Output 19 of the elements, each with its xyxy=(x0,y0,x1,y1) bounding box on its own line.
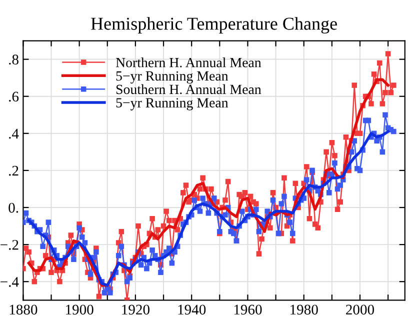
x-tick-label: 1880 xyxy=(10,304,38,315)
x-tick-label: 1920 xyxy=(122,304,150,315)
legend-label: 5−yr Running Mean xyxy=(116,98,228,110)
y-tick-label: .6 xyxy=(9,92,19,102)
y-tick-label: 0. xyxy=(8,202,18,213)
chart-title: Hemispheric Temperature Change xyxy=(91,17,337,34)
x-tick-label: 1980 xyxy=(290,304,318,315)
legend-label: Northern H. Annual Mean xyxy=(116,58,262,68)
y-tick-label: .4 xyxy=(9,128,19,139)
y-tick-label: −.4 xyxy=(0,277,19,287)
x-tick-label: 2000 xyxy=(346,304,374,315)
y-tick-label: .2 xyxy=(9,166,18,176)
legend-label: Southern H. Annual Mean xyxy=(116,84,262,94)
y-tick-label: .8 xyxy=(9,54,18,65)
x-tick-label: 1900 xyxy=(66,304,94,315)
x-tick-label: 1960 xyxy=(234,304,262,315)
y-tick-label: −.2 xyxy=(0,240,18,250)
legend-label: 5−yr Running Mean xyxy=(116,71,228,84)
x-tick-label: 1940 xyxy=(178,304,206,315)
